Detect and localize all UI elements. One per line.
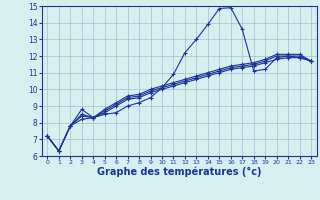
X-axis label: Graphe des températures (°c): Graphe des températures (°c): [97, 167, 261, 177]
